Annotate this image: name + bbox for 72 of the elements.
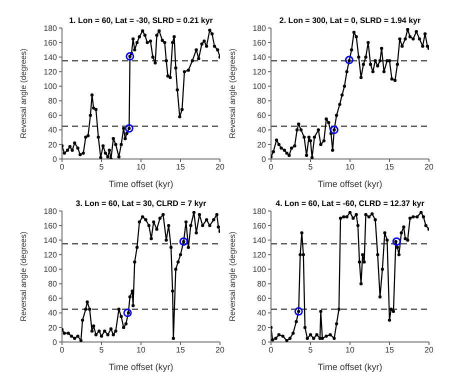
x-axis-title: Time offset (kyr) [318, 362, 382, 372]
y-tick-label: 140 [252, 52, 267, 62]
y-tick-label: 60 [48, 111, 58, 120]
y-tick-label: 40 [257, 126, 267, 135]
x-tick-label: 15 [176, 346, 186, 355]
y-tick-label: 0 [52, 338, 58, 347]
chart-title: 1. Lon = 60, Lat = -30, SLRD = 0.21 kyr [68, 16, 214, 25]
x-tick-label: 15 [385, 346, 394, 355]
y-tick-label: 160 [44, 221, 58, 230]
x-axis-title: Time offset (kyr) [108, 362, 174, 372]
y-tick-label: 180 [44, 24, 58, 33]
y-tick-label: 60 [48, 294, 58, 304]
y-tick-label: 40 [48, 126, 58, 135]
y-tick-label: 180 [252, 206, 267, 216]
y-tick-label: 180 [252, 24, 267, 33]
y-tick-label: 100 [44, 82, 58, 92]
x-tick-label: 0 [60, 346, 65, 355]
x-tick-label: 20 [216, 162, 225, 172]
y-tick-label: 80 [257, 96, 267, 106]
y-tick-label: 100 [44, 265, 58, 274]
x-tick-label: 10 [136, 162, 146, 172]
y-tick-label: 60 [257, 111, 267, 120]
x-tick-label: 5 [308, 346, 314, 355]
x-tick-label: 5 [99, 346, 104, 355]
y-tick-label: 60 [257, 294, 267, 304]
y-tick-label: 80 [257, 280, 267, 289]
x-tick-label: 5 [99, 162, 104, 172]
y-tick-label: 180 [44, 206, 58, 216]
x-tick-label: 0 [268, 346, 274, 355]
y-tick-label: 120 [44, 250, 58, 260]
y-tick-label: 80 [48, 280, 58, 289]
y-axis-title: Reversal angle (degrees) [228, 48, 237, 138]
y-tick-label: 0 [262, 154, 267, 164]
y-axis-title: Reversal angle (degrees) [228, 231, 237, 322]
y-tick-label: 20 [257, 140, 267, 150]
x-tick-label: 10 [346, 162, 355, 172]
y-tick-label: 20 [257, 323, 267, 332]
x-tick-label: 20 [424, 162, 434, 172]
x-axis-title: Time offset (kyr) [108, 179, 174, 189]
y-tick-label: 120 [252, 250, 267, 260]
chart-title: 2. Lon = 300, Lat = 0, SLRD = 1.94 kyr [278, 16, 422, 25]
y-tick-label: 140 [44, 52, 58, 62]
x-tick-label: 10 [346, 346, 355, 355]
y-tick-label: 80 [48, 96, 58, 106]
x-tick-label: 15 [176, 162, 186, 172]
y-tick-label: 140 [252, 236, 267, 245]
x-tick-label: 15 [385, 162, 394, 172]
x-tick-label: 0 [60, 162, 65, 172]
y-tick-label: 160 [252, 38, 267, 48]
chart-title: 3. Lon = 60, Lat = 30, CLRD = 7 kyr [74, 199, 208, 208]
x-tick-label: 10 [136, 346, 146, 355]
y-tick-label: 100 [252, 265, 267, 274]
y-tick-label: 120 [44, 68, 58, 77]
y-tick-label: 100 [252, 82, 267, 92]
y-tick-label: 0 [52, 154, 58, 164]
y-tick-label: 40 [257, 308, 267, 318]
y-tick-label: 0 [262, 338, 267, 347]
x-tick-label: 20 [216, 346, 225, 355]
chart-title: 4. Lon = 60, Lat = -60, CLRD = 12.37 kyr [274, 199, 426, 208]
y-tick-label: 20 [48, 140, 58, 150]
y-tick-label: 120 [252, 68, 267, 77]
y-tick-label: 160 [44, 38, 58, 48]
x-axis-title: Time offset (kyr) [318, 179, 382, 189]
y-tick-label: 160 [252, 221, 267, 230]
y-axis-title: Reversal angle (degrees) [18, 48, 28, 138]
y-axis-title: Reversal angle (degrees) [18, 231, 28, 322]
x-tick-label: 0 [268, 162, 274, 172]
y-tick-label: 20 [48, 323, 58, 332]
x-tick-label: 20 [424, 346, 434, 355]
x-tick-label: 5 [308, 162, 314, 172]
y-tick-label: 140 [44, 236, 58, 245]
y-tick-label: 40 [48, 308, 58, 318]
